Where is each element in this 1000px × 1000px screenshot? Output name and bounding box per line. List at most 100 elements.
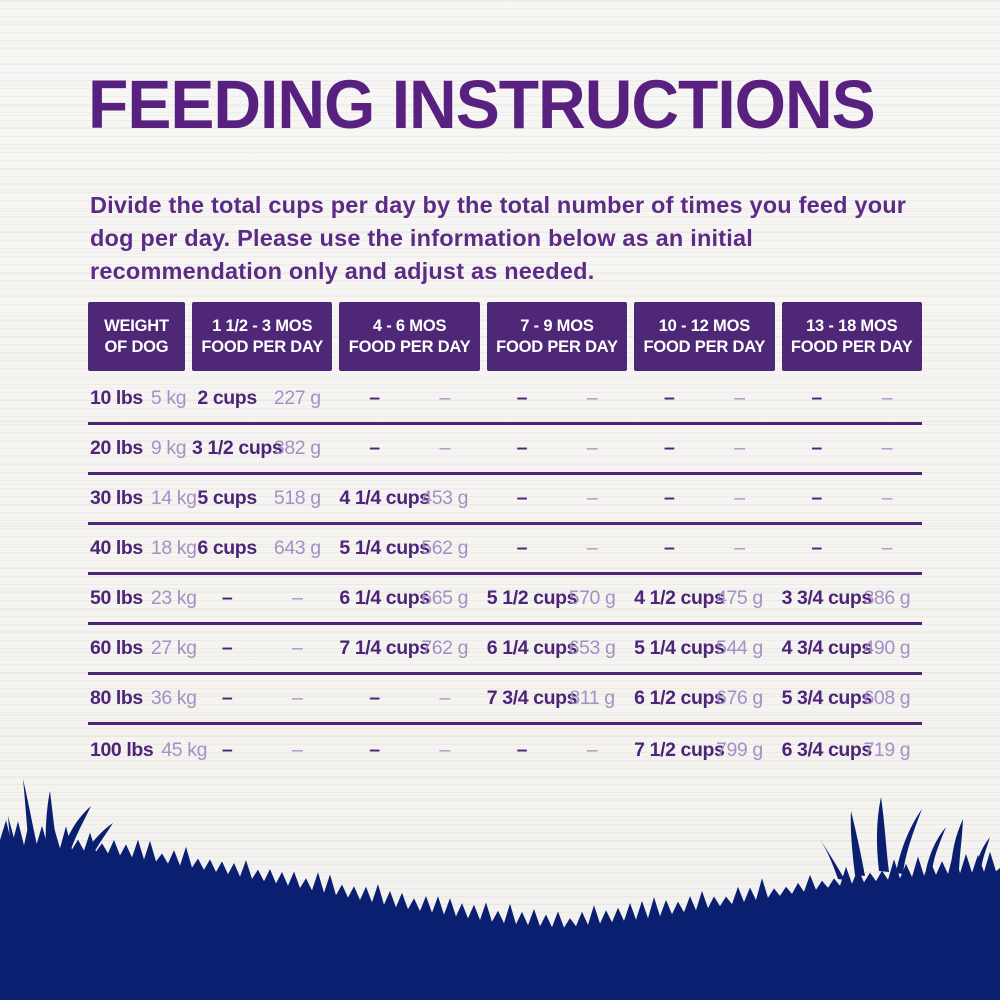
column-header-line2: FOOD PER DAY [643,337,766,356]
cups-value: 5 1/4 cups [339,537,430,559]
grams-value: 490 g [863,637,911,659]
cups-value: 5 cups [197,487,257,509]
cups-value: 7 1/4 cups [339,637,430,659]
column-header-line1: 1 1/2 - 3 MOS [212,316,313,335]
food-cell: 4 1/2 cups 475 g [634,587,774,610]
grass-silhouette [0,779,1000,1000]
grams-value: – [586,387,598,409]
grams-value: – [734,537,745,559]
food-cell: – – [487,537,627,560]
weight-kg: 18 kg [150,537,197,559]
cups-value: – [664,437,675,459]
weight-lbs: 100 lbs [90,738,154,761]
grams-value: 453 g [421,487,469,509]
food-cell: 6 1/2 cups 676 g [634,687,774,710]
grams-value: – [734,437,745,459]
cups-value: – [811,437,822,459]
grams-value: – [881,387,893,409]
page-title: FEEDING INSTRUCTIONS [88,65,876,143]
cups-value: 3 3/4 cups [781,587,873,609]
grams-value: – [439,687,450,709]
table-row-30lbs: 30 lbs 14 kg 5 cups 518 g 4 1/4 cups 453… [88,475,922,525]
food-cell: 5 1/4 cups 544 g [634,637,774,660]
column-header-line1: 7 - 9 MOS [520,316,594,335]
grams-value: – [586,487,598,509]
weight-cell: 30 lbs 14 kg [88,487,197,510]
cups-value: – [221,687,233,709]
food-cell: 3 3/4 cups 386 g [782,587,922,610]
cups-value: – [664,387,675,409]
cups-value: – [811,537,822,559]
cups-value: – [369,738,380,761]
food-cell: – – [782,537,922,560]
food-cell: – – [782,437,922,460]
table-row-100lbs: 100 lbs 45 kg – – – – – – 7 1/2 cups 7 [88,725,922,775]
column-header-line2: FOOD PER DAY [201,337,324,356]
food-cell: 5 1/2 cups 570 g [487,587,627,610]
food-cell: – – [339,437,479,460]
cups-value: 5 1/4 cups [634,637,725,659]
grams-value: 762 g [421,637,469,659]
weight-cell: 80 lbs 36 kg [88,687,197,710]
grams-value: – [881,437,893,459]
cups-value: – [516,387,528,409]
cups-value: – [516,437,528,459]
grass-blade [925,827,946,876]
grams-value: 386 g [863,587,911,609]
grams-value: 227 g [273,387,321,409]
table-row-50lbs: 50 lbs 23 kg – – 6 1/4 cups 665 g 5 1/2 … [88,575,922,625]
grams-value: – [292,687,303,709]
cups-value: – [516,537,528,559]
food-cell: – – [487,487,627,510]
grams-value: 665 g [421,587,469,609]
food-cell: – – [339,387,479,410]
column-header-4-6mos: 4 - 6 MOS FOOD PER DAY [339,302,480,371]
weight-cell: 50 lbs 23 kg [88,587,197,610]
cups-value: 4 1/4 cups [339,487,430,509]
food-cell: 6 1/4 cups 653 g [487,637,627,660]
grams-value: – [292,637,303,659]
column-header-line1: WEIGHT [104,316,169,335]
food-cell: – – [192,587,332,610]
column-header-13-18mos: 13 - 18 MOS FOOD PER DAY [781,302,922,371]
food-cell: – – [339,739,479,762]
food-cell: – – [782,487,922,510]
feeding-table: WEIGHT OF DOG 1 1/2 - 3 MOS FOOD PER DAY… [88,302,922,775]
grass-blade [850,811,865,876]
grams-value: – [292,738,303,761]
grams-value: 518 g [273,487,321,509]
grass-blade [876,797,889,872]
grass-blade [76,823,113,873]
food-cell: – – [634,537,774,560]
cups-value: – [516,487,528,509]
food-cell: 5 1/4 cups 562 g [339,537,479,560]
grams-value: 608 g [863,687,911,709]
grams-value: – [881,537,893,559]
table-row-40lbs: 40 lbs 18 kg 6 cups 643 g 5 1/4 cups 562… [88,525,922,575]
cups-value: 4 1/2 cups [634,587,725,609]
grams-value: 653 g [568,637,616,659]
cups-value: 4 3/4 cups [781,637,873,659]
grams-value: – [586,738,598,761]
grams-value: 544 g [716,637,763,659]
cups-value: 6 1/4 cups [486,637,578,659]
grass-blade [45,791,59,865]
cups-value: – [221,637,233,659]
weight-lbs: 30 lbs [90,487,143,509]
food-cell: 6 1/4 cups 665 g [339,587,479,610]
cups-value: – [369,437,380,459]
food-cell: – – [192,739,332,762]
food-cell: – – [192,687,332,710]
food-cell: 3 1/2 cups 382 g [192,437,332,460]
intro-text: Divide the total cups per day by the tot… [90,192,907,284]
food-cell: – – [487,437,627,460]
weight-lbs: 60 lbs [90,637,143,659]
cups-value: – [221,738,233,761]
column-header-line2: FOOD PER DAY [348,337,471,356]
grass-blade [951,819,963,874]
grass-blade [896,809,922,874]
food-cell: – – [339,687,479,710]
cups-value: – [369,387,380,409]
food-cell: 4 3/4 cups 490 g [782,637,922,660]
cups-value: – [221,587,233,609]
